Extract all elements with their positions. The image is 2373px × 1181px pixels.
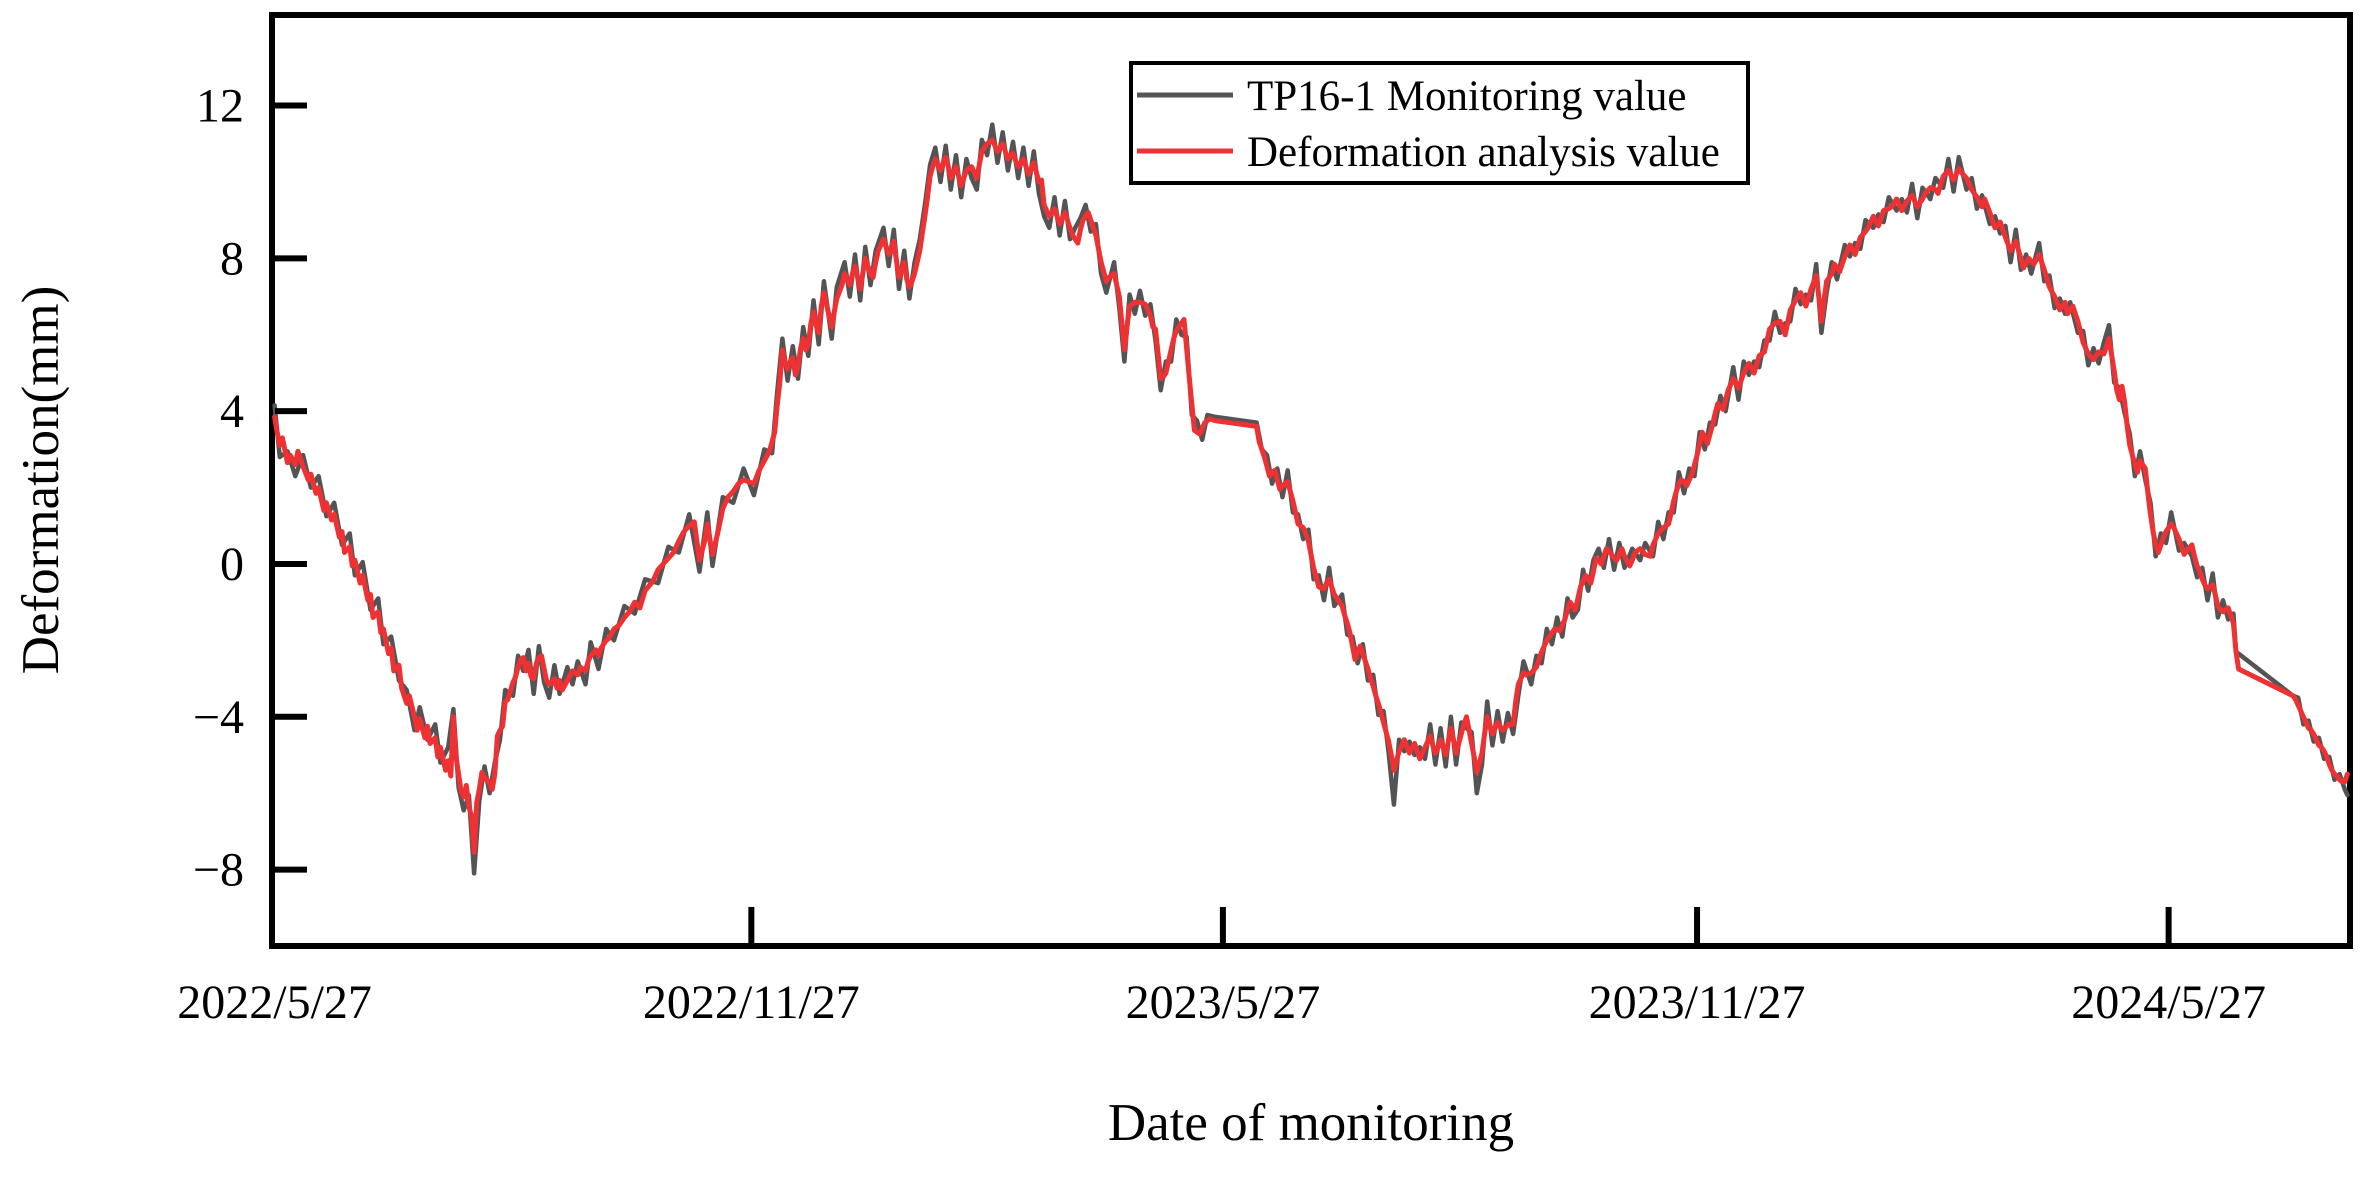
x-tick-label: 2023/11/27 [1589, 976, 1806, 1029]
y-tick-label: 4 [220, 385, 244, 438]
legend-entry-label: Deformation analysis value [1247, 129, 1720, 176]
x-tick-label: 2024/5/27 [2071, 976, 2266, 1029]
y-axis-title: Deformation(mm) [12, 286, 70, 675]
y-tick-label: −4 [193, 691, 244, 744]
y-tick-label: 12 [196, 80, 244, 133]
y-tick-label: 8 [220, 232, 244, 285]
monitoring-series-line [272, 122, 2350, 876]
x-tick-label: 2023/5/27 [1126, 976, 1321, 1029]
series-lines [272, 122, 2350, 876]
x-axis-title: Date of monitoring [1108, 1094, 1514, 1152]
y-tick-label: −8 [193, 844, 244, 897]
y-tick-label: 0 [220, 538, 244, 591]
legend-box [1129, 61, 1750, 185]
plot-area [269, 12, 2353, 949]
analysis-series-line [272, 137, 2350, 855]
axis-ticks [275, 102, 2172, 943]
legend: TP16-1 Monitoring value Deformation analy… [1129, 61, 1750, 185]
legend-entry-label: TP16-1 Monitoring value [1247, 73, 1687, 120]
x-tick-label: 2022/5/27 [177, 976, 372, 1029]
axis-tick-labels: 12 8 4 0 −4 −8 2022/5/27 2022/11/27 2023/5/27 202… [177, 80, 2266, 1029]
x-tick-label: 2022/11/27 [643, 976, 860, 1029]
